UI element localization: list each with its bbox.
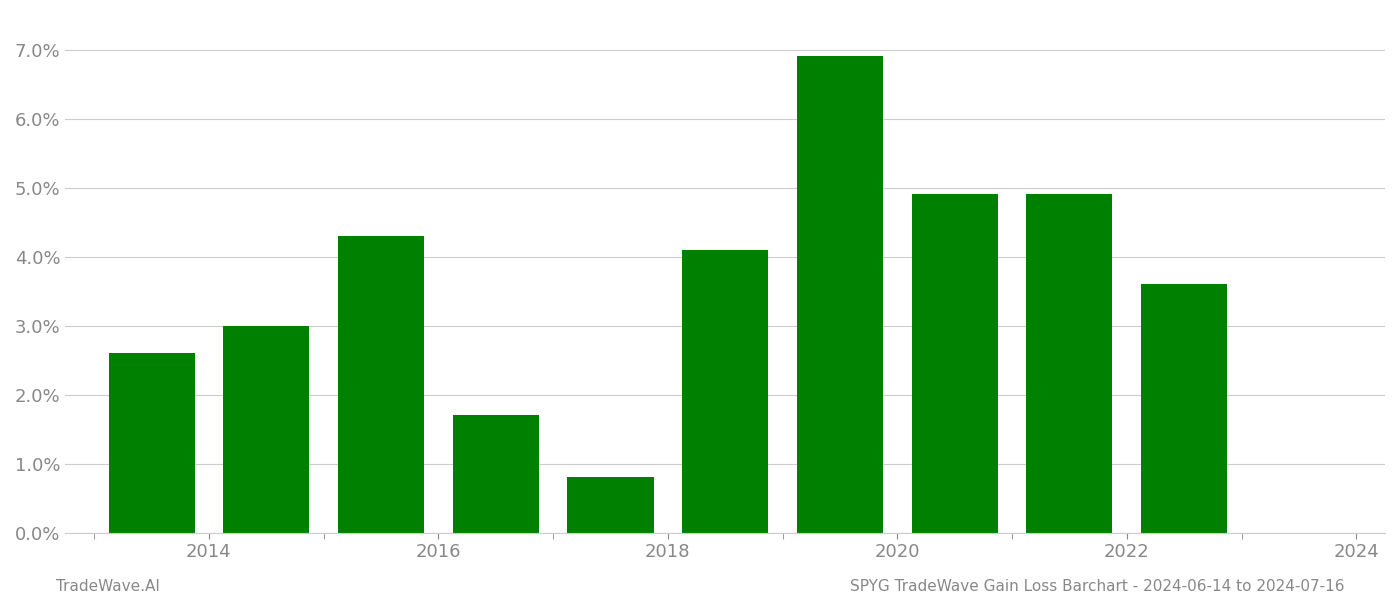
Text: TradeWave.AI: TradeWave.AI xyxy=(56,579,160,594)
Bar xyxy=(797,56,883,533)
Bar xyxy=(109,353,195,533)
Bar xyxy=(567,478,654,533)
Bar xyxy=(1026,194,1113,533)
Bar xyxy=(337,236,424,533)
Bar xyxy=(452,415,539,533)
Bar xyxy=(682,250,769,533)
Bar xyxy=(223,326,309,533)
Bar xyxy=(911,194,998,533)
Bar xyxy=(1141,284,1228,533)
Text: SPYG TradeWave Gain Loss Barchart - 2024-06-14 to 2024-07-16: SPYG TradeWave Gain Loss Barchart - 2024… xyxy=(850,579,1344,594)
